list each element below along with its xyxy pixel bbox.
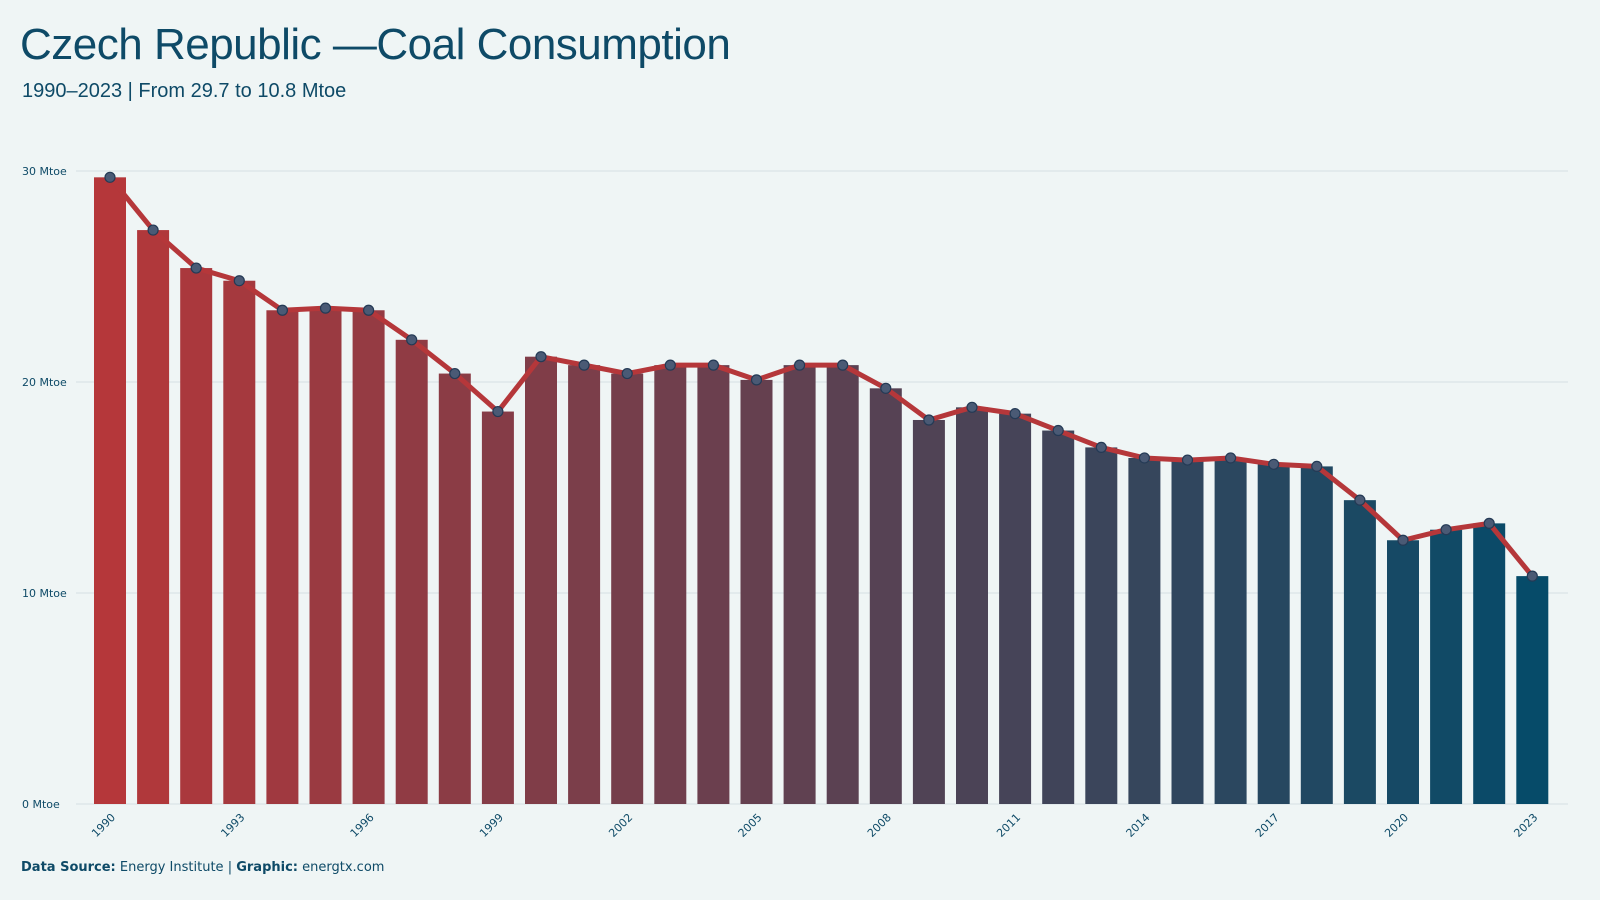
line-point xyxy=(707,359,720,371)
line-point xyxy=(1052,424,1064,437)
source-label: Data Source: xyxy=(21,860,116,875)
line-point xyxy=(190,262,202,274)
bar xyxy=(1473,523,1506,804)
x-tick-label: 2005 xyxy=(736,811,765,840)
bar xyxy=(1085,447,1118,804)
y-tick-label: 0 Mtoe xyxy=(22,798,60,811)
line-point xyxy=(923,414,935,426)
line-point xyxy=(319,302,332,314)
bar xyxy=(481,411,514,804)
source-separator: | xyxy=(227,860,233,875)
x-tick-label: 2014 xyxy=(1124,811,1153,840)
line-point xyxy=(793,359,806,371)
bar xyxy=(912,419,945,804)
line-point xyxy=(621,367,633,380)
bar xyxy=(223,280,256,805)
line-point xyxy=(1397,534,1409,546)
bar xyxy=(654,365,687,804)
line-point xyxy=(1311,460,1323,472)
line-point xyxy=(1526,570,1538,582)
bar xyxy=(826,365,859,804)
x-tick-label: 2020 xyxy=(1382,811,1411,840)
chart-subtitle: 1990–2023 | From 29.7 to 10.8 Mtoe xyxy=(22,80,347,102)
bar xyxy=(180,268,213,804)
x-tick-label: 2011 xyxy=(994,811,1023,840)
graphic-label: Graphic: xyxy=(236,860,298,875)
line-point xyxy=(104,171,116,183)
line-point xyxy=(492,405,504,418)
bar xyxy=(94,177,126,804)
bar xyxy=(266,310,299,804)
bar xyxy=(1387,540,1419,804)
bar xyxy=(1343,500,1376,804)
line-point xyxy=(750,374,763,386)
x-tick-label: 2023 xyxy=(1511,811,1540,840)
bar xyxy=(999,413,1032,804)
bar xyxy=(309,308,342,804)
line-point xyxy=(1181,454,1194,466)
bar xyxy=(697,365,730,804)
data-source: Data Source: Energy Institute | Graphic:… xyxy=(21,860,384,875)
line-point xyxy=(449,367,461,380)
bar xyxy=(1214,457,1247,804)
bar xyxy=(137,230,170,804)
y-tick-label: 10 Mtoe xyxy=(22,587,67,600)
line-point xyxy=(1138,452,1151,464)
line-point xyxy=(1483,517,1495,529)
series-line xyxy=(107,174,1535,579)
x-tick-label: 2002 xyxy=(606,811,635,840)
graphic-value: energtx.com xyxy=(302,860,385,875)
bar xyxy=(1430,529,1463,804)
x-tick-label: 1996 xyxy=(348,811,377,840)
line-point xyxy=(1095,441,1107,454)
line-point xyxy=(276,304,288,316)
bar xyxy=(740,379,773,804)
bar xyxy=(1128,457,1161,804)
bar xyxy=(1042,430,1075,804)
bar xyxy=(352,310,385,804)
line-point xyxy=(1268,458,1280,470)
line-point xyxy=(1440,524,1452,536)
source-value: Energy Institute xyxy=(119,860,224,875)
bar xyxy=(525,356,557,804)
line-point xyxy=(406,334,418,346)
bar xyxy=(611,373,644,804)
x-tick-label: 1990 xyxy=(89,811,118,840)
line-point xyxy=(1224,452,1237,464)
bar xyxy=(395,339,428,804)
line-point xyxy=(1354,494,1366,506)
line-point xyxy=(837,359,849,371)
bar xyxy=(869,388,902,804)
y-tick-label: 30 Mtoe xyxy=(22,165,67,178)
bar xyxy=(568,365,601,804)
line-point xyxy=(1009,408,1021,420)
line-point xyxy=(966,401,978,413)
chart-title: Czech Republic —Coal Consumption xyxy=(20,20,731,69)
line-point xyxy=(664,359,676,371)
bar xyxy=(438,373,471,804)
line-point xyxy=(535,351,547,363)
bar xyxy=(1300,466,1333,804)
x-tick-label: 2017 xyxy=(1253,811,1282,840)
bar xyxy=(783,365,816,804)
bar xyxy=(1171,460,1204,804)
line-point xyxy=(578,359,590,371)
bar xyxy=(1257,464,1290,804)
y-tick-label: 20 Mtoe xyxy=(22,376,67,389)
x-tick-label: 1993 xyxy=(218,811,247,840)
bar xyxy=(956,407,988,804)
bar xyxy=(1516,576,1549,804)
x-tick-label: 2008 xyxy=(865,811,894,840)
line-point xyxy=(363,304,375,316)
line-point xyxy=(880,382,892,394)
line-point xyxy=(233,275,245,287)
line-point xyxy=(147,224,159,236)
x-tick-label: 1999 xyxy=(477,811,506,840)
